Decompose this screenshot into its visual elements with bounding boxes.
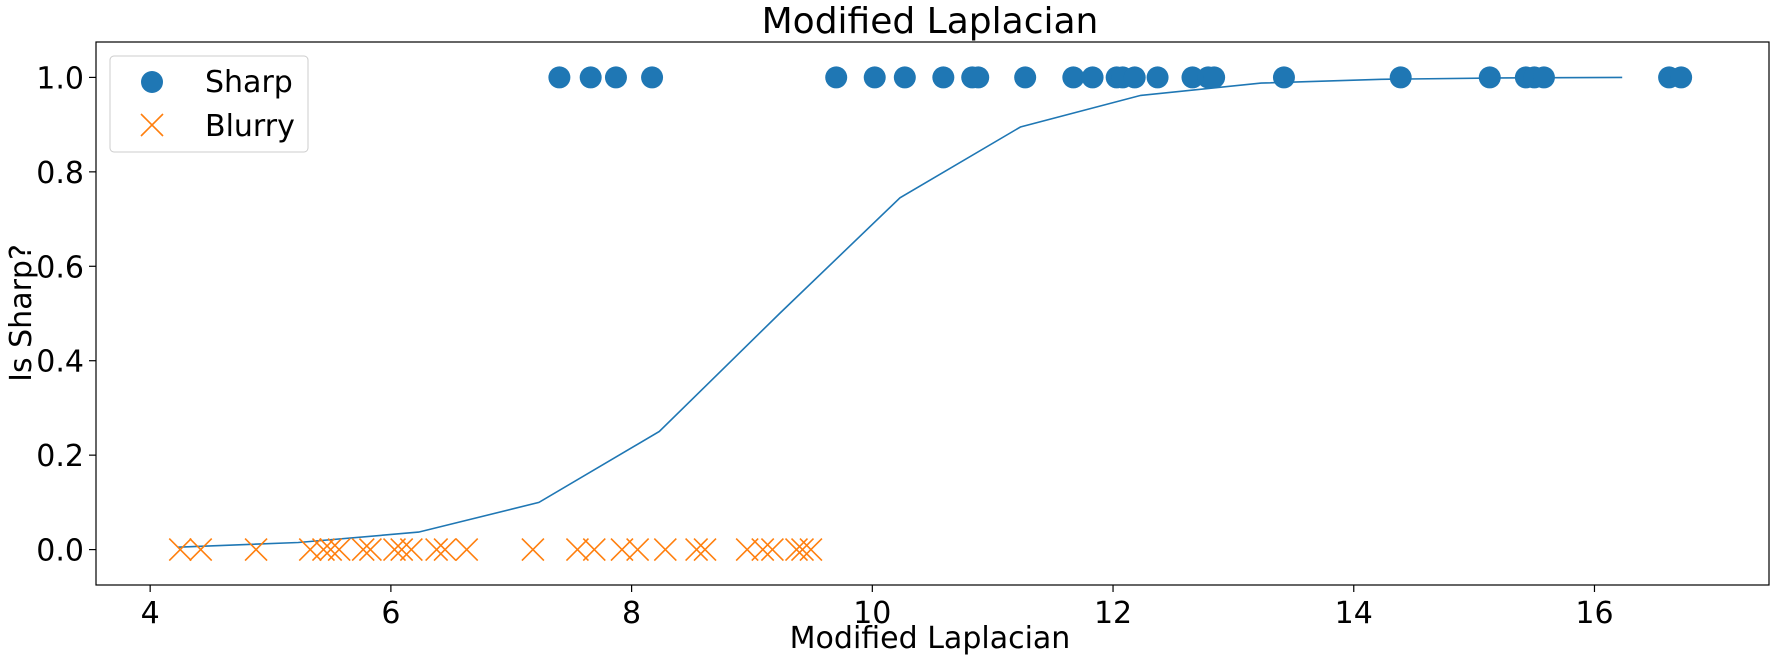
y-axis-title: Is Sharp? bbox=[4, 244, 39, 382]
sharp-point bbox=[548, 66, 571, 89]
sharp-point bbox=[1146, 66, 1169, 89]
blurry-point bbox=[189, 538, 213, 562]
x-tick-label: 14 bbox=[1335, 596, 1373, 631]
y-tick-label: 0.0 bbox=[36, 534, 84, 569]
sharp-point bbox=[1670, 66, 1693, 89]
sharp-point bbox=[825, 66, 848, 89]
legend-marker-sharp bbox=[141, 71, 163, 93]
blurry-point bbox=[399, 538, 423, 562]
sharp-point bbox=[604, 66, 627, 89]
blurry-point bbox=[685, 538, 709, 562]
blurry-point bbox=[390, 538, 414, 562]
blurry-point bbox=[790, 538, 815, 562]
y-tick-label: 0.6 bbox=[36, 250, 84, 285]
sharp-point bbox=[932, 66, 955, 89]
blurry-point bbox=[382, 538, 407, 562]
sharp-point bbox=[1062, 66, 1085, 89]
blurry-point bbox=[168, 538, 192, 562]
x-tick-label: 8 bbox=[622, 596, 641, 631]
blurry-point bbox=[565, 538, 590, 562]
sharp-point bbox=[579, 66, 602, 89]
blurry-point bbox=[653, 538, 677, 562]
plot-frame bbox=[95, 41, 1770, 586]
x-tick-label: 16 bbox=[1575, 596, 1613, 631]
x-tick-label: 12 bbox=[1094, 596, 1132, 631]
fit-curve-line bbox=[177, 76, 1623, 548]
sharp-point bbox=[893, 66, 916, 89]
sharp-point bbox=[1081, 66, 1104, 89]
sharp-point bbox=[863, 66, 886, 89]
x-tick-label: 6 bbox=[381, 596, 400, 631]
blurry-point bbox=[626, 538, 650, 562]
blurry-point bbox=[327, 538, 351, 562]
blurry-point bbox=[425, 538, 449, 562]
y-tick-label: 0.2 bbox=[36, 439, 84, 474]
blurry-point bbox=[455, 538, 479, 562]
plot-area: 4 6 8 10 12 14 16 0.0 0.2 0.4 0.6 0.8 1.0 bbox=[36, 41, 1770, 631]
legend: Sharp Blurry bbox=[109, 55, 309, 153]
blurry-point bbox=[799, 538, 823, 562]
blurry-point bbox=[358, 538, 382, 562]
blurry-point bbox=[582, 538, 606, 562]
blurry-point bbox=[433, 538, 457, 562]
y-tick-label: 0.4 bbox=[36, 345, 84, 380]
sharp-point bbox=[1389, 66, 1412, 89]
x-tick-label: 10 bbox=[853, 596, 891, 631]
sharp-point bbox=[1203, 66, 1226, 89]
blurry-point bbox=[298, 538, 322, 562]
x-axis-title: Modified Laplacian bbox=[790, 621, 1071, 656]
blurry-point bbox=[760, 538, 784, 562]
legend-label-blurry: Blurry bbox=[205, 109, 295, 144]
sharp-point bbox=[1123, 66, 1146, 89]
sharp-point bbox=[1181, 66, 1204, 89]
y-tick-label: 0.8 bbox=[36, 156, 84, 191]
y-tick-label: 1.0 bbox=[36, 61, 84, 96]
sharp-point bbox=[1272, 66, 1295, 89]
legend-label-sharp: Sharp bbox=[205, 65, 293, 100]
sharp-point bbox=[1014, 66, 1037, 89]
legend-marker-blurry bbox=[140, 113, 164, 137]
blurry-point bbox=[693, 538, 717, 562]
blurry-point bbox=[319, 538, 343, 562]
blurry-point bbox=[521, 538, 545, 562]
blurry-point bbox=[244, 538, 268, 562]
sharp-point bbox=[967, 66, 990, 89]
chart-title: Modified Laplacian bbox=[762, 1, 1099, 42]
x-tick-label: 4 bbox=[141, 596, 160, 631]
blurry-point bbox=[751, 538, 775, 562]
sharp-point bbox=[641, 66, 664, 89]
blurry-point bbox=[351, 538, 375, 562]
sharp-point bbox=[1478, 66, 1501, 89]
sharp-point bbox=[1532, 66, 1555, 89]
